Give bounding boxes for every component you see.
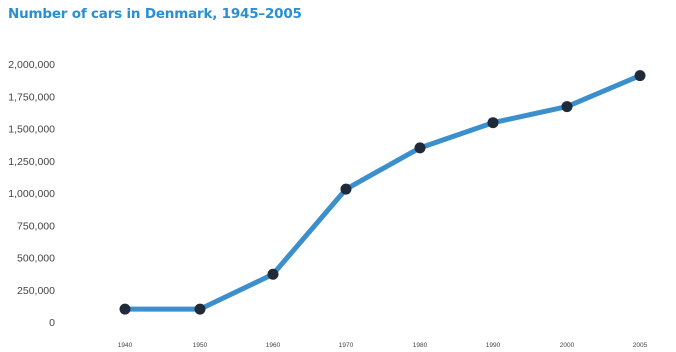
y-tick-label: 1,250,000 (8, 156, 55, 168)
x-tick-label: 1940 (118, 342, 133, 349)
y-tick-label: 1,750,000 (8, 91, 55, 103)
x-tick-label: 1990 (486, 342, 501, 349)
x-tick-label: 2005 (633, 342, 648, 349)
data-point (561, 101, 573, 113)
data-point (634, 70, 646, 82)
y-tick-label: 750,000 (17, 220, 55, 232)
series-layer (119, 70, 646, 315)
x-tick-label: 1950 (193, 342, 208, 349)
y-axis: 0 250,000 500,000 750,000 1,000,000 1,250,000… (8, 59, 55, 329)
data-point (414, 142, 426, 154)
data-point (487, 117, 499, 129)
data-point (267, 268, 279, 280)
y-tick-label: 500,000 (17, 253, 55, 265)
y-tick-label: 2,000,000 (8, 59, 55, 71)
x-axis: 1940 1950 1960 1970 1980 1990 2000 2005 (118, 342, 648, 349)
x-tick-label: 1970 (339, 342, 354, 349)
chart-title: Number of cars in Denmark, 1945–2005 (8, 6, 302, 22)
series-line (122, 73, 643, 312)
x-tick-label: 1960 (266, 342, 281, 349)
y-tick-label: 1,500,000 (8, 124, 55, 136)
data-point (194, 303, 206, 315)
data-point (340, 183, 352, 195)
x-tick-label: 2000 (560, 342, 575, 349)
y-tick-label: 250,000 (17, 285, 55, 297)
y-tick-label: 0 (49, 317, 55, 329)
y-tick-label: 1,000,000 (8, 188, 55, 200)
data-point (119, 303, 131, 315)
x-tick-label: 1980 (413, 342, 428, 349)
